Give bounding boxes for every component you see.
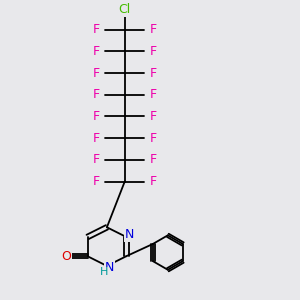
- Text: F: F: [149, 67, 157, 80]
- Text: N: N: [125, 228, 134, 241]
- Text: F: F: [149, 132, 157, 145]
- Text: F: F: [149, 88, 157, 101]
- Text: F: F: [149, 175, 157, 188]
- Text: F: F: [93, 23, 100, 36]
- Text: O: O: [61, 250, 71, 263]
- Text: F: F: [93, 45, 100, 58]
- Text: F: F: [149, 45, 157, 58]
- Text: Cl: Cl: [118, 3, 131, 16]
- Text: F: F: [93, 175, 100, 188]
- Text: F: F: [93, 153, 100, 166]
- Text: F: F: [93, 88, 100, 101]
- Text: F: F: [93, 67, 100, 80]
- Text: N: N: [105, 261, 115, 274]
- Text: F: F: [93, 132, 100, 145]
- Text: F: F: [149, 110, 157, 123]
- Text: F: F: [149, 153, 157, 166]
- Text: F: F: [149, 23, 157, 36]
- Text: F: F: [93, 110, 100, 123]
- Text: H: H: [100, 268, 108, 278]
